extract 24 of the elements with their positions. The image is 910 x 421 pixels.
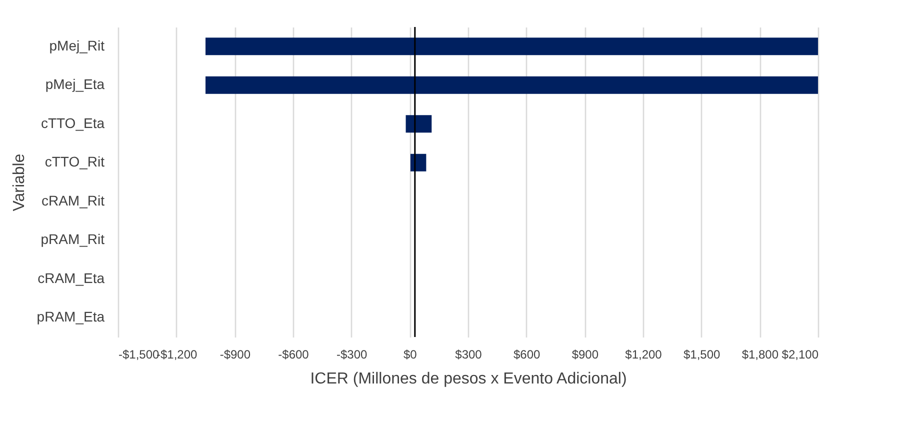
x-tick-label: -$600 [278, 348, 310, 362]
bar [206, 38, 818, 56]
x-axis-title: ICER (Millones de pesos x Evento Adicional) [310, 370, 627, 388]
y-tick-label: pMej_Rit [49, 37, 105, 54]
y-tick-label: cRAM_Rit [41, 192, 105, 208]
y-tick-label: cTTO_Rit [44, 154, 105, 170]
x-tick-label: $900 [572, 348, 599, 362]
x-tick-label: $2,100 [782, 348, 819, 362]
bar [206, 76, 818, 94]
x-tick-label: $600 [513, 348, 541, 362]
y-tick-label: cTTO_Eta [40, 114, 105, 131]
y-axis-title: Variable [10, 154, 28, 212]
x-tick-label: $1,200 [625, 348, 662, 362]
x-tick-label: $300 [455, 348, 482, 362]
y-tick-label: pMej_Eta [45, 76, 105, 92]
y-tick-label: pRAM_Rit [40, 231, 105, 248]
bar [406, 115, 432, 133]
y-tick-label: cRAM_Eta [38, 270, 105, 286]
x-tick-label: $0 [403, 348, 418, 362]
x-tick-label: $1,800 [742, 348, 779, 362]
x-tick-label: -$300 [336, 348, 368, 362]
x-tick-label: $1,500 [683, 348, 721, 362]
y-tick-label: pRAM_Eta [36, 308, 105, 325]
x-tick-label: -$900 [220, 348, 251, 362]
